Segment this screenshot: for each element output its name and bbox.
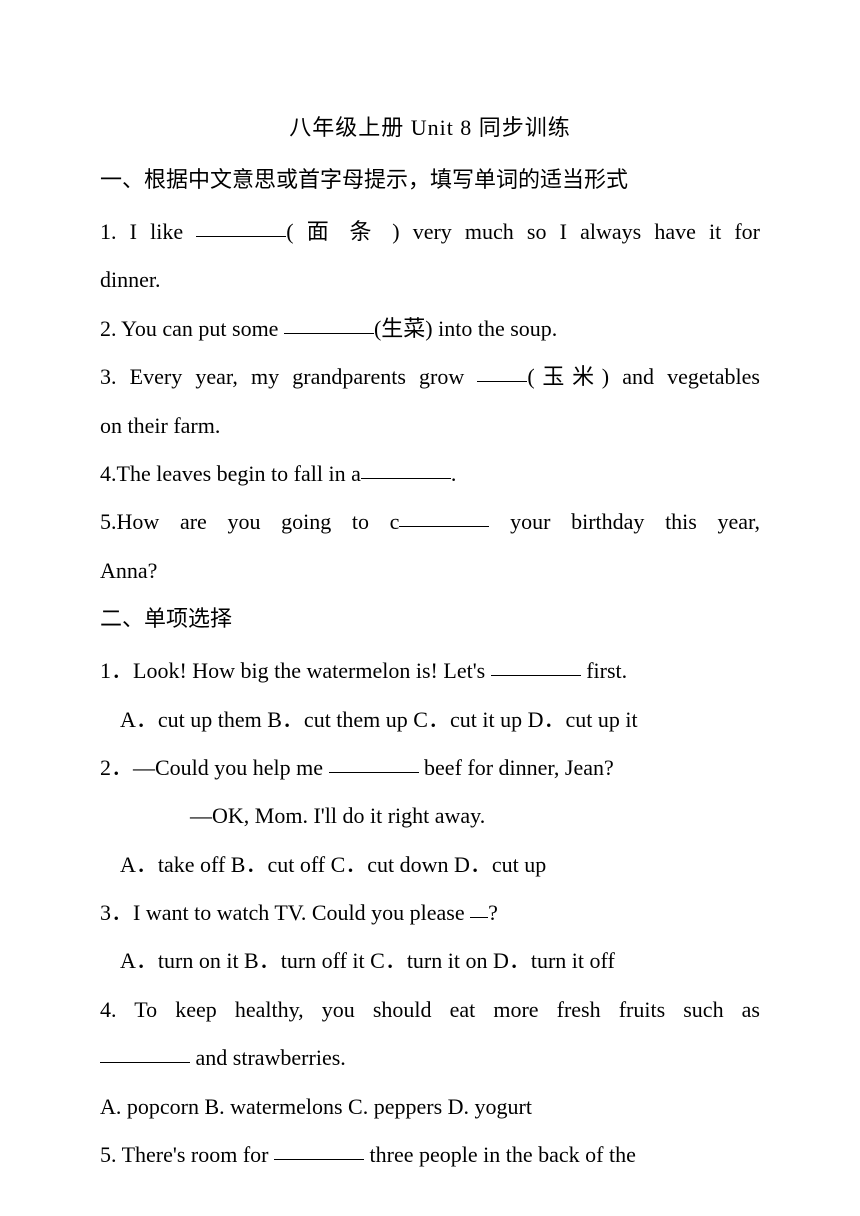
section-2-header: 二、单项选择 [100, 601, 760, 633]
s2-q1: 1．Look! How big the watermelon is! Let's… [100, 647, 760, 695]
s1-q3-line2: on their farm. [100, 402, 760, 450]
s2-q4-options: A. popcorn B. watermelons C. peppers D. … [100, 1083, 760, 1131]
s1-q1-line2: dinner. [100, 256, 760, 304]
s1-q3a: 3. Every year, my grandparents grow [100, 364, 477, 389]
s1-q1b: ( 面 条 ) very much so I always have it fo… [286, 219, 760, 244]
s2-q4b: and strawberries. [190, 1045, 346, 1070]
blank[interactable] [196, 219, 286, 237]
blank[interactable] [274, 1142, 364, 1160]
s1-q5a: 5.How are you going to c [100, 509, 399, 534]
s2-q2: 2．—Could you help me beef for dinner, Je… [100, 744, 760, 792]
s1-q4: 4.The leaves begin to fall in a. [100, 450, 760, 498]
s1-q3b: (玉米) and vegetables [527, 364, 760, 389]
s2-q1-options: A．cut up them B．cut them up C．cut it up … [100, 696, 760, 744]
s2-q5b: three people in the back of the [364, 1142, 636, 1167]
blank[interactable] [491, 658, 581, 676]
s1-q1-line1: 1. I like ( 面 条 ) very much so I always … [100, 208, 760, 256]
blank[interactable] [329, 755, 419, 773]
s2-q3: 3．I want to watch TV. Could you please ? [100, 889, 760, 937]
s2-q2-options: A．take off B．cut off C．cut down D．cut up [100, 841, 760, 889]
s1-q5-line1: 5.How are you going to c your birthday t… [100, 498, 760, 546]
page-title: 八年级上册 Unit 8 同步训练 [100, 110, 760, 142]
s2-q3-options: A．turn on it B．turn off it C．turn it on … [100, 937, 760, 985]
blank[interactable] [284, 316, 374, 334]
s1-q5b: your birthday this year, [489, 509, 760, 534]
s2-q5: 5. There's room for three people in the … [100, 1131, 760, 1179]
blank[interactable] [100, 1045, 190, 1063]
blank[interactable] [361, 461, 451, 479]
s1-q4b: . [451, 461, 457, 486]
s1-q4a: 4.The leaves begin to fall in a [100, 461, 361, 486]
s1-q5-line2: Anna? [100, 547, 760, 595]
s2-q1b: first. [581, 658, 627, 683]
s1-q2a: 2. You can put some [100, 316, 284, 341]
s2-q2a: 2．—Could you help me [100, 755, 329, 780]
s2-q1a: 1．Look! How big the watermelon is! Let's [100, 658, 491, 683]
s1-q2b: (生菜) into the soup. [374, 316, 557, 341]
blank[interactable] [477, 364, 527, 382]
blank[interactable] [399, 509, 489, 527]
blank[interactable] [470, 900, 488, 918]
s1-q1a: 1. I like [100, 219, 196, 244]
s2-q4-line2: and strawberries. [100, 1034, 760, 1082]
s2-q2b: beef for dinner, Jean? [419, 755, 614, 780]
s2-q2-line2: —OK, Mom. I'll do it right away. [100, 792, 760, 840]
section-1-header: 一、根据中文意思或首字母提示，填写单词的适当形式 [100, 162, 760, 194]
s2-q3a: 3．I want to watch TV. Could you please [100, 900, 470, 925]
s1-q2: 2. You can put some (生菜) into the soup. [100, 305, 760, 353]
s2-q3b: ? [488, 900, 498, 925]
s2-q5a: 5. There's room for [100, 1142, 274, 1167]
s1-q3-line1: 3. Every year, my grandparents grow (玉米)… [100, 353, 760, 401]
s2-q4-line1: 4. To keep healthy, you should eat more … [100, 986, 760, 1034]
